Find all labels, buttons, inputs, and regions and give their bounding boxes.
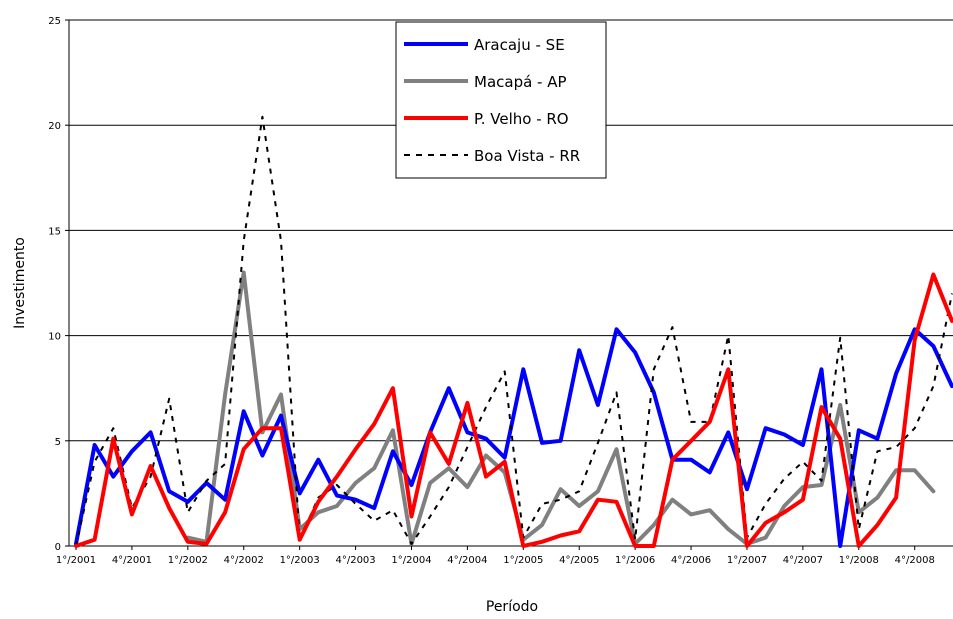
x-tick-label: 4°/2004 — [447, 555, 487, 566]
x-tick-label: 1°/2003 — [280, 555, 320, 566]
y-tick-label: 5 — [55, 437, 61, 448]
y-tick-label: 10 — [48, 332, 61, 343]
x-tick-label: 4°/2008 — [895, 555, 935, 566]
x-tick-label: 1°/2006 — [615, 555, 655, 566]
legend: Aracaju - SE Macapá - AP P. Velho - RO Boa … — [395, 21, 607, 179]
y-tick-label: 20 — [48, 121, 61, 132]
x-tick-label: 1°/2005 — [503, 555, 543, 566]
series-layer — [74, 115, 953, 548]
x-axis-title: Período — [486, 599, 538, 615]
y-axis-title: Investimento — [12, 237, 28, 329]
series-line-0 — [74, 327, 953, 548]
axes — [68, 20, 953, 547]
x-tick-label: 4°/2001 — [112, 555, 152, 566]
x-tick-label: 4°/2003 — [335, 555, 375, 566]
x-tick-label: 4°/2006 — [671, 555, 711, 566]
x-tick-label: 4°/2007 — [783, 555, 823, 566]
legend-label-1: Macapá - AP — [474, 73, 567, 91]
x-tick-label: 1°/2008 — [839, 555, 879, 566]
x-tick-label: 4°/2005 — [559, 555, 599, 566]
series-line-3 — [75, 115, 953, 547]
legend-label-3: Boa Vista - RR — [474, 147, 580, 165]
series-line-2 — [74, 272, 953, 548]
y-tick-label: 15 — [48, 226, 61, 237]
x-tick-label: 4°/2002 — [224, 555, 264, 566]
y-tick-labels: 0 5 10 15 20 25 — [48, 16, 61, 553]
legend-box — [395, 21, 607, 179]
legend-label-0: Aracaju - SE — [474, 36, 565, 54]
x-tick-label: 1°/2002 — [168, 555, 208, 566]
y-tick-label: 0 — [55, 542, 61, 553]
legend-label-2: P. Velho - RO — [474, 110, 569, 128]
x-tick-label: 1°/2004 — [391, 555, 431, 566]
y-tick-label: 25 — [48, 16, 61, 27]
x-tick-labels: 1°/2001 4°/2001 1°/2002 4°/2002 1°/2003 4°/20… — [56, 546, 935, 566]
x-tick-label: 1°/2001 — [56, 555, 96, 566]
x-tick-label: 1°/2007 — [727, 555, 767, 566]
